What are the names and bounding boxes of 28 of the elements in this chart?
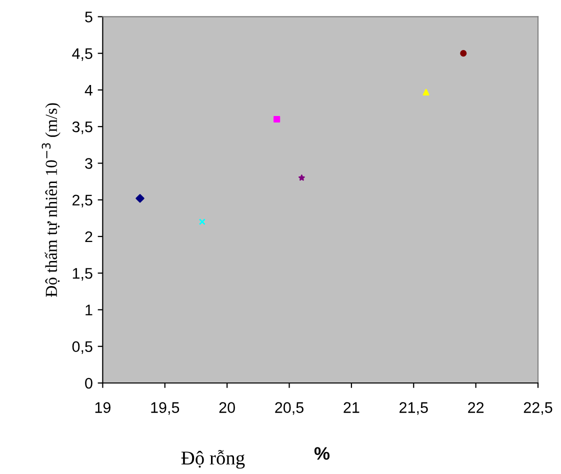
y-tick-label: 2	[85, 231, 92, 242]
x-axis-title: Độ rỗng	[181, 450, 245, 469]
y-axis-title: Độ thấm tự nhiên 10$^{−3}$ (m/s)	[42, 103, 60, 297]
point	[422, 88, 430, 96]
y-tick-label: 3	[85, 158, 92, 169]
y-tick-label: 1,5	[72, 268, 92, 281]
x-tick-label: 21,5	[400, 402, 428, 415]
x-tick-label: 22	[468, 402, 484, 413]
y-tick-label: 5	[85, 12, 92, 22]
y-tick-label: 4,5	[72, 48, 92, 61]
y-tick-label: 0,5	[72, 341, 92, 354]
point	[274, 116, 280, 123]
y-tick-label: 1	[86, 304, 92, 316]
x-tick-label: 20	[219, 402, 235, 413]
x-tick-label: 19	[95, 402, 110, 413]
x-tick-label: 19,5	[151, 402, 180, 415]
x-tick-label: 20,5	[275, 402, 304, 415]
point	[198, 218, 206, 226]
y-tick-label: 0	[85, 378, 92, 389]
y-tick-label: 4	[84, 84, 93, 96]
point	[298, 174, 305, 181]
x-tick-label: 22,5	[524, 402, 552, 415]
point	[460, 50, 467, 57]
point	[136, 194, 144, 203]
y-tick-label: 3,5	[72, 121, 92, 134]
x-tick-label: 21	[344, 402, 360, 413]
y-tick-label: 2,5	[72, 194, 92, 208]
text: %	[314, 447, 330, 460]
